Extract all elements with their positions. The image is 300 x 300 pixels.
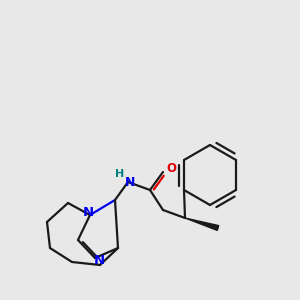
Polygon shape bbox=[185, 218, 219, 230]
Text: N: N bbox=[82, 206, 94, 220]
Text: N: N bbox=[125, 176, 135, 190]
Text: O: O bbox=[166, 163, 176, 176]
Text: H: H bbox=[116, 169, 124, 179]
Text: N: N bbox=[93, 254, 105, 266]
